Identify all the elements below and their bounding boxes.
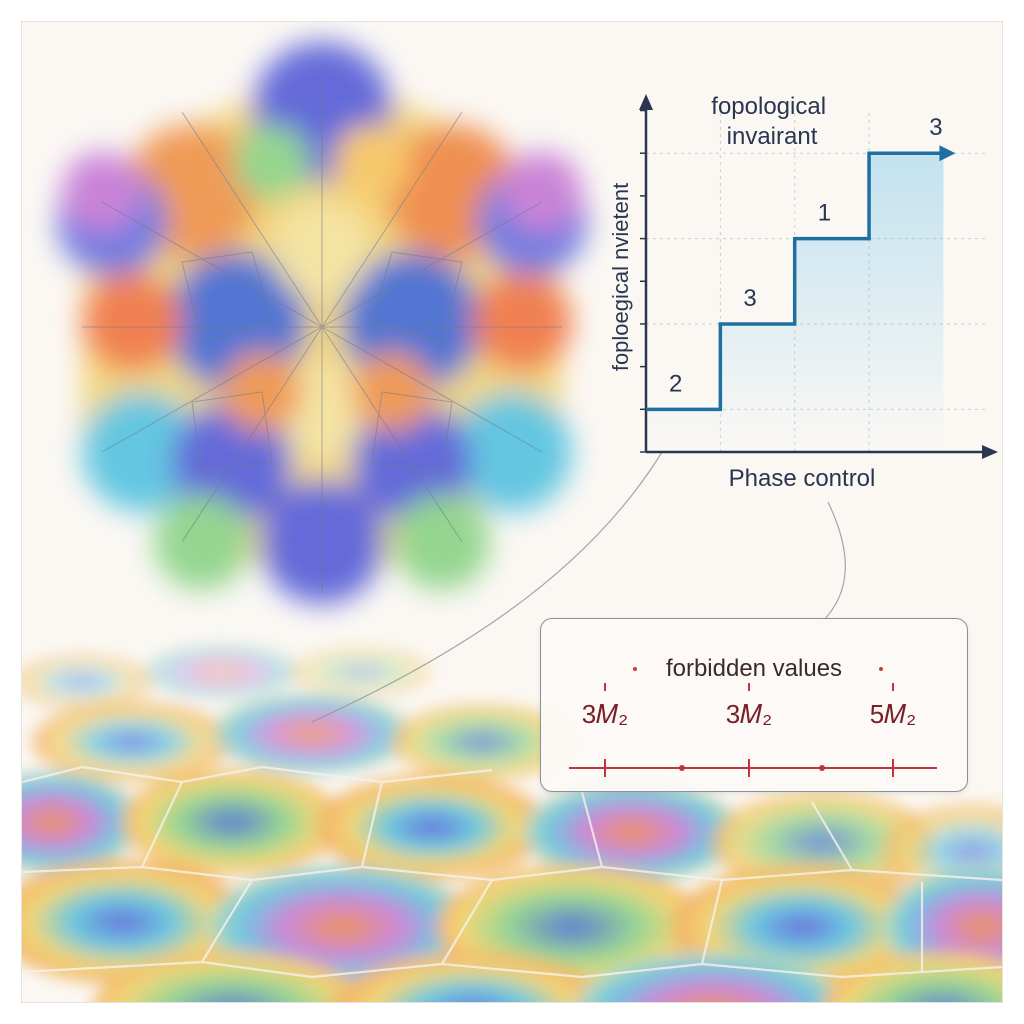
forbidden-number-line — [569, 767, 937, 769]
connector-curve-right — [821, 501, 846, 623]
title-dot-left — [633, 667, 637, 671]
hexagonal-pattern — [57, 42, 587, 604]
x-axis-arrow — [982, 445, 998, 459]
step-label-3: 1 — [818, 200, 831, 227]
step-line-series — [646, 151, 944, 412]
title-dot-right — [879, 667, 883, 671]
label-tick-3 — [892, 683, 894, 691]
forbidden-tick-1 — [604, 759, 606, 777]
forbidden-tick-2 — [748, 759, 750, 777]
y-axis-arrow — [639, 94, 653, 110]
connector-curve-left — [311, 451, 663, 723]
forbidden-value-label-3: 5𝑀₂ — [869, 699, 917, 729]
chart-title-line-2: invairant — [727, 123, 818, 150]
forbidden-tick-3 — [892, 759, 894, 777]
label-tick-2 — [748, 683, 750, 691]
step-label-1: 2 — [669, 370, 682, 397]
hexagonal-floor — [22, 644, 1002, 1002]
forbidden-values-panel: forbidden values 3𝑀₂ 3𝑀₂ 5𝑀₂ — [540, 618, 968, 792]
forbidden-values-title: forbidden values — [665, 655, 843, 682]
step-line-arrow — [939, 145, 956, 162]
step-chart: 2 3 1 3 fopological invairant Phase control… — [608, 93, 998, 492]
y-axis-ticks — [640, 109, 646, 453]
chart-title: fopological invairant — [711, 93, 832, 150]
y-axis-label: foploegical nvietent — [608, 183, 633, 371]
step-label-4: 3 — [929, 114, 942, 141]
step-label-2: 3 — [743, 285, 756, 312]
x-axis-label: Phase control — [729, 465, 876, 492]
number-line-dot-1 — [679, 765, 685, 771]
figure-frame: 2 3 1 3 fopological invairant Phase control… — [22, 22, 1002, 1002]
forbidden-value-label-2: 3𝑀₂ — [725, 699, 773, 729]
forbidden-value-label-1: 3𝑀₂ — [581, 699, 629, 729]
artwork-canvas: 2 3 1 3 fopological invairant Phase control… — [22, 42, 1002, 1002]
number-line-dot-2 — [819, 765, 825, 771]
step-labels: 2 3 1 3 — [669, 114, 943, 397]
chart-title-line-1: fopological — [711, 93, 826, 120]
label-tick-1 — [604, 683, 606, 691]
